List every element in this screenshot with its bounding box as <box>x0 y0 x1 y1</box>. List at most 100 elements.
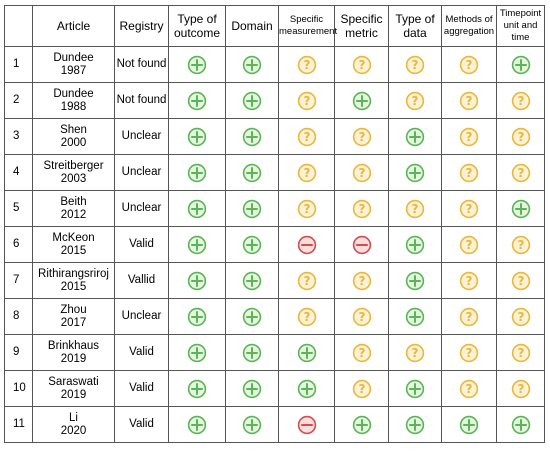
article-cell: Rithirangsriroj 2015 <box>32 262 115 299</box>
rating-cell: ? <box>441 226 497 263</box>
column-header: Domain <box>225 5 279 47</box>
question-icon: ? <box>459 379 479 398</box>
question-icon: ? <box>459 55 479 74</box>
article-cell: Saraswati 2019 <box>32 370 115 407</box>
registry-cell: Vallid <box>114 262 169 299</box>
rating-cell: ? <box>441 154 497 191</box>
question-icon: ? <box>511 271 530 290</box>
question-icon: ? <box>511 343 530 362</box>
plus-icon <box>187 163 207 182</box>
question-icon: ? <box>297 307 316 326</box>
table-row: 8 Zhou 2017 Unclear???? <box>4 298 545 335</box>
svg-text:?: ? <box>412 94 419 108</box>
table-body: 1 Dundee 1987 Not found???? 2 Dundee 1988 Not f… <box>4 46 545 443</box>
plus-icon <box>187 379 207 398</box>
rating-cell <box>496 406 545 443</box>
svg-text:?: ? <box>517 310 524 324</box>
plus-icon <box>352 415 371 434</box>
svg-text:?: ? <box>303 130 310 144</box>
table-row: 11 Li 2020 Valid <box>4 406 545 443</box>
rating-cell <box>388 262 442 299</box>
table-row: 2 Dundee 1988 Not found???? <box>4 82 545 119</box>
table-row: 10 Saraswati 2019 Valid??? <box>4 370 545 407</box>
rating-cell <box>168 190 226 227</box>
rating-cell <box>388 370 442 407</box>
registry-cell: Not found <box>114 46 169 83</box>
svg-text:?: ? <box>466 382 473 396</box>
question-icon: ? <box>297 91 316 110</box>
registry-cell: Not found <box>114 82 169 119</box>
rating-cell <box>225 262 279 299</box>
svg-text:?: ? <box>303 202 310 216</box>
plus-icon <box>297 379 316 398</box>
column-header: Type of outcome <box>168 5 226 47</box>
plus-icon <box>405 307 425 326</box>
rating-cell <box>441 406 497 443</box>
rating-cell <box>496 190 545 227</box>
svg-text:?: ? <box>466 346 473 360</box>
column-header: Registry <box>114 5 169 47</box>
rating-cell: ? <box>496 154 545 191</box>
row-number: 4 <box>4 154 33 191</box>
rating-cell: ? <box>441 298 497 335</box>
rating-cell: ? <box>278 154 335 191</box>
rating-cell: ? <box>278 46 335 83</box>
table-row: 1 Dundee 1987 Not found???? <box>4 46 545 83</box>
svg-text:?: ? <box>412 58 419 72</box>
row-number: 8 <box>4 298 33 335</box>
question-icon: ? <box>405 91 425 110</box>
question-icon: ? <box>459 163 479 182</box>
plus-icon <box>405 235 425 254</box>
question-icon: ? <box>459 235 479 254</box>
rating-cell <box>334 82 389 119</box>
question-icon: ? <box>511 379 530 398</box>
assessment-table: Article Registry Type of outcome Domain Speci… <box>4 5 545 443</box>
rating-cell: ? <box>441 190 497 227</box>
question-icon: ? <box>352 307 371 326</box>
question-icon: ? <box>297 163 316 182</box>
plus-icon <box>242 235 262 254</box>
question-icon: ? <box>352 199 371 218</box>
question-icon: ? <box>352 55 371 74</box>
rating-cell <box>225 370 279 407</box>
plus-icon <box>187 55 207 74</box>
question-icon: ? <box>459 91 479 110</box>
rating-cell <box>225 406 279 443</box>
row-number: 9 <box>4 334 33 371</box>
svg-text:?: ? <box>303 310 310 324</box>
rating-cell: ? <box>334 118 389 155</box>
rating-cell: ? <box>388 82 442 119</box>
rating-cell <box>334 406 389 443</box>
row-number: 10 <box>4 370 33 407</box>
row-number: 2 <box>4 82 33 119</box>
svg-text:?: ? <box>466 166 473 180</box>
rating-cell <box>278 370 335 407</box>
rating-cell: ? <box>496 118 545 155</box>
table-row: 7 Rithirangsriroj 2015 Vallid???? <box>4 262 545 299</box>
question-icon: ? <box>511 307 530 326</box>
question-icon: ? <box>352 343 371 362</box>
question-icon: ? <box>297 199 316 218</box>
question-icon: ? <box>405 55 425 74</box>
article-cell: Li 2020 <box>32 406 115 443</box>
column-header: Methods of aggregation <box>441 5 497 47</box>
rating-cell <box>225 154 279 191</box>
row-number: 11 <box>4 406 33 443</box>
svg-text:?: ? <box>466 94 473 108</box>
minus-icon <box>297 415 316 434</box>
rating-cell <box>225 118 279 155</box>
plus-icon <box>187 343 207 362</box>
question-icon: ? <box>511 91 530 110</box>
plus-icon <box>511 55 530 74</box>
rating-cell <box>388 298 442 335</box>
plus-icon <box>187 271 207 290</box>
plus-icon <box>459 415 479 434</box>
svg-text:?: ? <box>358 274 365 288</box>
rating-cell: ? <box>441 82 497 119</box>
table-row: 6 McKeon 2015 Valid?? <box>4 226 545 263</box>
svg-text:?: ? <box>303 58 310 72</box>
rating-cell <box>278 226 335 263</box>
rating-cell <box>388 154 442 191</box>
svg-text:?: ? <box>358 382 365 396</box>
question-icon: ? <box>297 55 316 74</box>
